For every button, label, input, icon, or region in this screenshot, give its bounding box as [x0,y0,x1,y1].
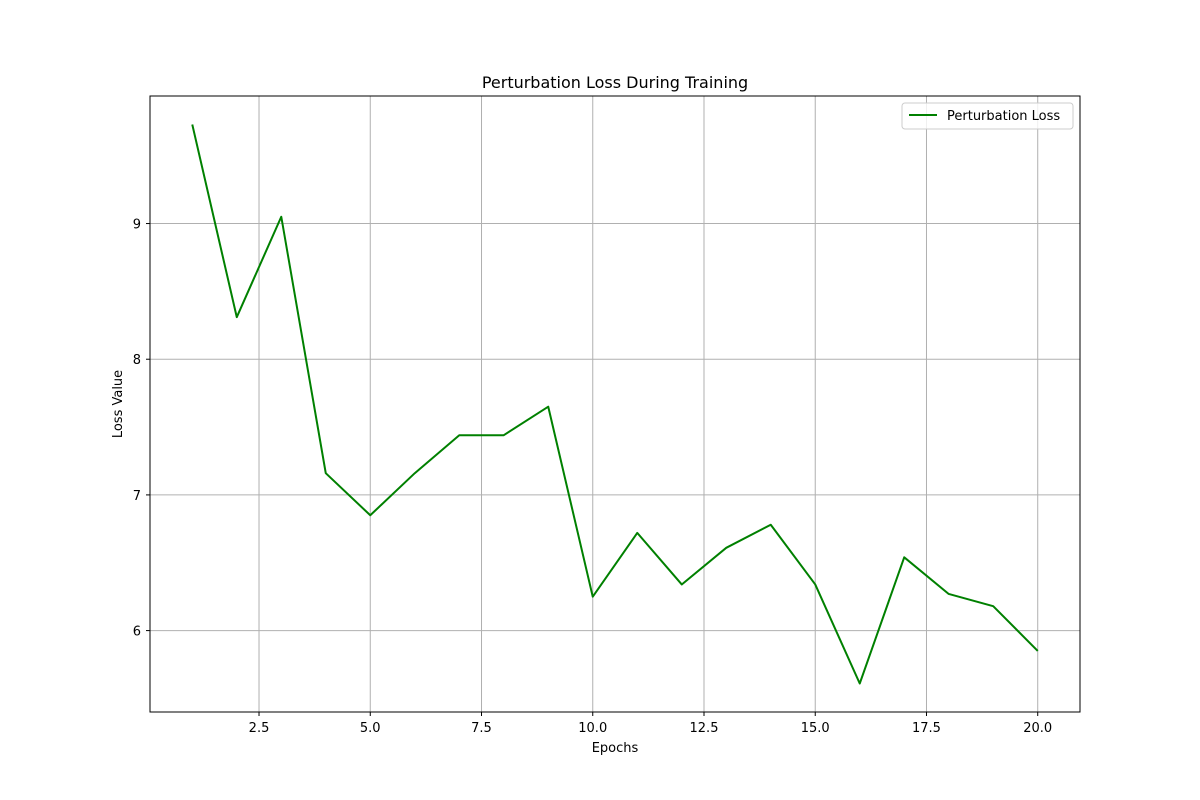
ticks: 2.5 5.0 7.5 10.0 12.5 15.0 17.5 20.0 6 7 8 9 [133,218,1052,736]
x-tick-label: 5.0 [360,721,381,736]
x-tick-label: 7.5 [471,721,492,736]
x-tick-label: 2.5 [249,721,270,736]
x-axis-label: Epochs [592,741,639,756]
plot-frame [149,95,1081,713]
x-tick-label: 10.0 [578,721,607,736]
legend-box [901,102,1074,130]
y-tick-label: 7 [133,489,141,504]
y-axis-label: Loss Value [111,370,126,438]
series-layer [191,124,1039,685]
y-tick-label: 8 [133,353,141,368]
legend: Perturbation Loss [901,102,1074,130]
legend-label-perturbation-loss: Perturbation Loss [947,109,1060,124]
chart-title: Perturbation Loss During Training [482,73,748,92]
x-tick-label: 15.0 [801,721,830,736]
grid [150,96,1080,712]
y-tick-label: 6 [133,625,141,640]
x-tick-label: 17.5 [912,721,941,736]
y-tick-label: 9 [133,218,141,233]
series-line-perturbation-loss [191,124,1039,685]
x-tick-label: 12.5 [690,721,719,736]
x-tick-label: 20.0 [1023,721,1052,736]
